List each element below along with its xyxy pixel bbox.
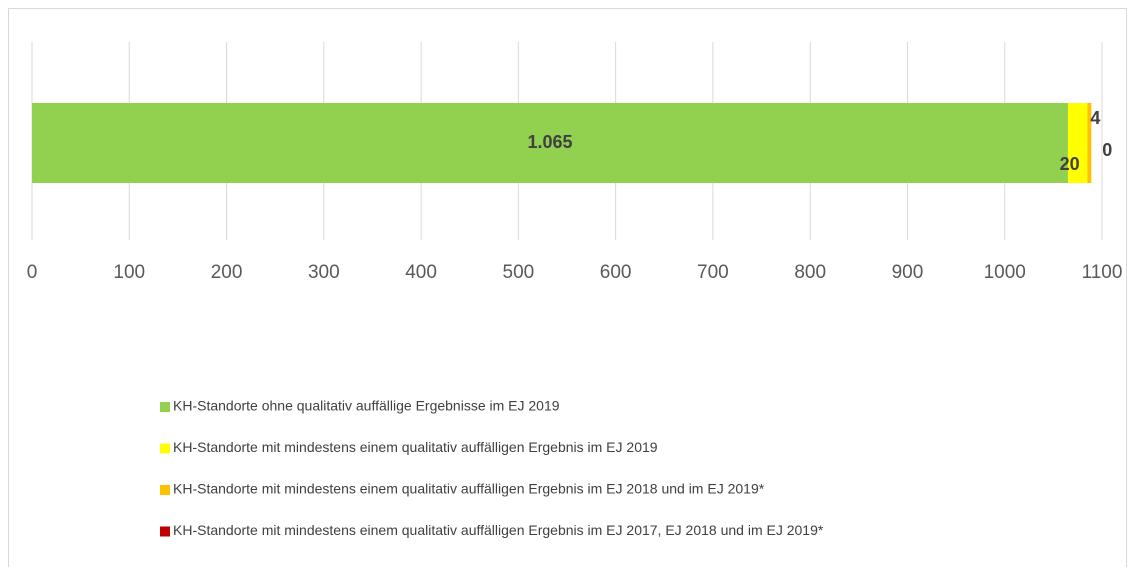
legend-label: KH-Standorte mit mindestens einem qualit… [173, 439, 658, 455]
x-tick-label: 700 [697, 262, 729, 283]
legend-swatch [160, 526, 170, 537]
bar-segment [1067, 103, 1088, 183]
data-label: 4 [1090, 108, 1100, 128]
x-tick-label: 1000 [984, 262, 1026, 283]
data-label: 20 [1060, 154, 1080, 174]
x-tick-label: 800 [794, 262, 826, 283]
x-tick-label: 200 [211, 262, 243, 283]
legend-swatch [160, 485, 170, 495]
x-tick-label: 900 [892, 262, 924, 283]
chart-frame [8, 8, 1127, 572]
x-tick-label: 400 [405, 262, 437, 283]
x-tick-label: 300 [308, 262, 340, 283]
x-tick-label: 100 [113, 262, 145, 283]
legend-label: KH-Standorte mit mindestens einem qualit… [173, 522, 824, 538]
x-tick-label: 600 [600, 262, 632, 283]
bar-segment [32, 103, 1068, 183]
x-tick-label: 0 [27, 262, 38, 283]
bar-segment [1087, 103, 1092, 183]
legend-label: KH-Standorte mit mindestens einem qualit… [173, 481, 765, 497]
data-label: 0 [1102, 140, 1112, 160]
x-tick-label: 1100 [1082, 262, 1123, 283]
legend-swatch [160, 402, 170, 412]
legend-swatch [160, 443, 170, 454]
legend-label: KH-Standorte ohne qualitativ auffällige … [173, 398, 560, 414]
x-tick-label: 500 [503, 262, 535, 283]
data-label: 1.065 [527, 132, 572, 152]
